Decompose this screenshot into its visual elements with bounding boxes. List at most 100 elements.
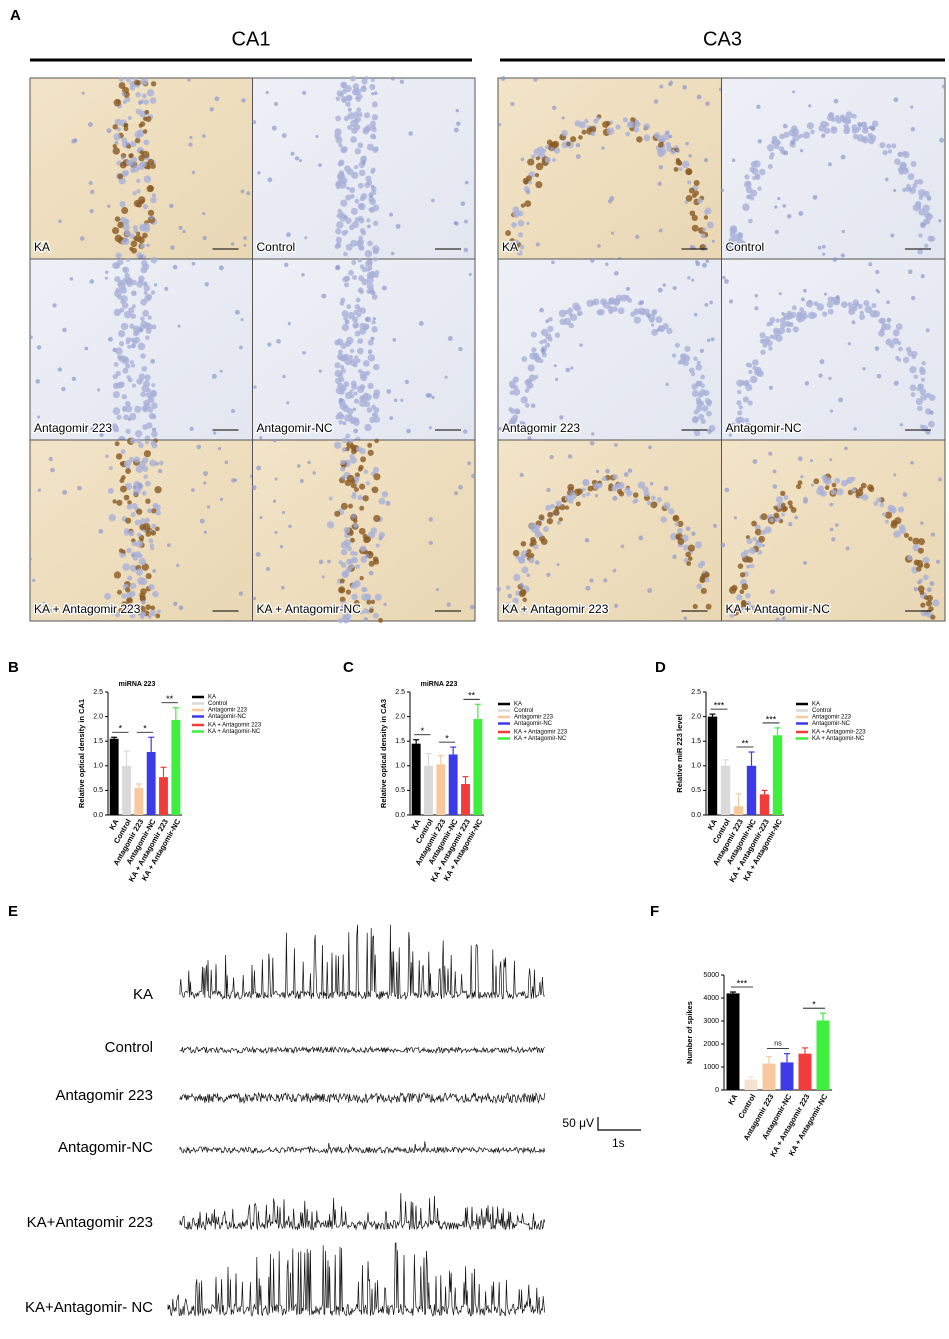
- cell: [783, 315, 788, 320]
- cell: [373, 146, 379, 152]
- cell: [365, 318, 369, 322]
- cell: [892, 337, 900, 345]
- cell: [550, 608, 556, 613]
- cell: [538, 514, 545, 521]
- cell: [918, 189, 926, 197]
- cell: [358, 169, 366, 177]
- cell: [827, 114, 834, 121]
- cell: [556, 563, 560, 567]
- cell: [153, 283, 158, 287]
- cell: [803, 288, 807, 293]
- cell: [117, 258, 124, 266]
- cell: [687, 276, 691, 280]
- bar: [171, 720, 181, 815]
- y-tick-label: 0: [715, 1087, 719, 1094]
- cell: [349, 417, 357, 425]
- cell: [660, 516, 667, 523]
- cell: [920, 393, 928, 401]
- cell: [744, 417, 750, 423]
- cell: [138, 557, 147, 566]
- cell: [884, 177, 889, 182]
- cell: [868, 125, 873, 130]
- cell: [792, 90, 796, 94]
- cell: [224, 460, 229, 465]
- cell: [134, 519, 141, 526]
- cell: [126, 547, 132, 554]
- cell: [127, 417, 132, 422]
- cell: [605, 262, 609, 266]
- cell: [214, 96, 220, 102]
- cell: [347, 107, 352, 112]
- cell: [552, 157, 557, 162]
- cell: [515, 409, 521, 415]
- cell: [378, 617, 384, 623]
- cell: [936, 559, 940, 564]
- cell: [348, 503, 354, 509]
- cell: [520, 608, 527, 614]
- cell: [873, 501, 879, 506]
- cell: [464, 219, 468, 224]
- bar: [707, 716, 718, 815]
- cell: [548, 316, 553, 322]
- cell: [267, 342, 272, 347]
- cell: [545, 504, 552, 511]
- cell: [141, 365, 148, 372]
- cell: [830, 126, 838, 134]
- cell: [910, 161, 917, 167]
- cell: [831, 537, 836, 542]
- cell: [114, 612, 121, 618]
- cell: [136, 532, 142, 537]
- cell: [705, 603, 712, 610]
- cell: [923, 211, 931, 219]
- cell: [627, 121, 635, 129]
- cell: [759, 332, 766, 339]
- cell: [787, 500, 793, 506]
- cell: [273, 438, 277, 443]
- cell: [345, 194, 352, 201]
- cell: [121, 601, 128, 608]
- cell: [911, 295, 916, 301]
- cell: [131, 247, 138, 254]
- cell: [613, 270, 619, 276]
- cell: [354, 304, 361, 310]
- cell: [651, 310, 657, 316]
- cell: [370, 167, 376, 173]
- cell: [137, 483, 143, 488]
- y-tick-label: 1.5: [691, 738, 701, 745]
- cell: [374, 270, 380, 275]
- cell: [239, 345, 243, 350]
- cell: [827, 296, 834, 303]
- cell: [372, 317, 376, 321]
- cell: [646, 500, 652, 506]
- image-label: KA: [34, 240, 50, 254]
- cell: [117, 355, 122, 360]
- cell: [512, 414, 518, 421]
- bar: [759, 794, 770, 815]
- cell: [921, 223, 925, 227]
- cell: [638, 535, 644, 541]
- cell: [774, 329, 782, 337]
- image-label: KA + Antagomir-NC: [726, 602, 831, 616]
- cell: [349, 358, 358, 367]
- cell: [643, 490, 650, 497]
- cell: [113, 308, 122, 317]
- y-tick-label: 1.0: [93, 763, 103, 770]
- cell: [576, 311, 581, 316]
- cell: [455, 108, 460, 113]
- cell: [617, 481, 625, 490]
- cell: [348, 414, 353, 419]
- cell: [601, 476, 607, 482]
- significance-label: **: [468, 691, 476, 701]
- bar: [134, 787, 144, 815]
- cell: [683, 616, 688, 621]
- cell: [941, 84, 947, 89]
- cell: [373, 91, 378, 96]
- cell: [527, 364, 535, 372]
- cell: [343, 353, 349, 360]
- cell: [143, 139, 150, 146]
- cell: [578, 121, 586, 129]
- cell: [361, 230, 367, 236]
- cell: [152, 502, 159, 509]
- cell: [362, 495, 369, 502]
- cell: [783, 131, 790, 138]
